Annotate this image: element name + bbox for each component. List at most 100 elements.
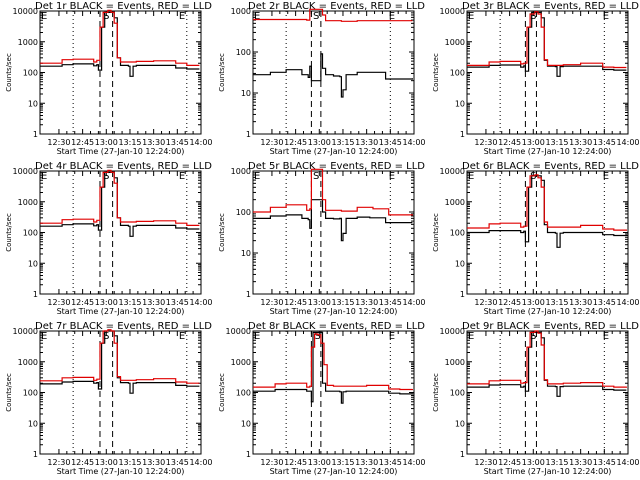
time-marker-E: E [468,331,474,342]
x-tick-label: 13:30 [569,458,592,467]
y-axis-label: Counts/sec [432,213,440,252]
x-axis-label: Start Time (27-Jan-10 12:24:00) [57,147,185,156]
x-tick-label: 14:00 [616,138,639,147]
chart-panel-1: Det 1r BLACK = Events, RED = LLD 1 10 100 10… [5,1,213,156]
y-tick-label: 10 [241,249,251,258]
y-tick-label: 10 [241,419,251,428]
chart-panel-3: Det 3r BLACK = Events, RED = LLD 1 10 100 10… [432,1,640,156]
x-axis-label: Start Time (27-Jan-10 12:24:00) [484,147,612,156]
y-tick-label: 1 [460,130,465,139]
time-marker-E: E [254,331,260,342]
y-axis-label: Counts/sec [5,53,13,92]
x-tick-label: 13:30 [569,138,592,147]
y-tick-label: 100 [236,389,251,398]
y-tick-label: 10 [455,99,465,108]
y-tick-label: 10 [28,99,38,108]
series-events-line [40,330,200,394]
x-axis-label: Start Time (27-Jan-10 12:24:00) [57,467,185,476]
time-marker-S: S [530,171,536,182]
chart-panel-2: Det 2r BLACK = Events, RED = LLD 1 10 100 10… [218,1,426,156]
x-tick-label: 14:00 [189,298,212,307]
x-tick-label: 13:30 [569,298,592,307]
x-tick-label: 13:15 [118,138,141,147]
series-events-line [253,331,413,404]
x-axis-label: Start Time (27-Jan-10 12:24:00) [484,467,612,476]
x-tick-label: 13:45 [593,138,616,147]
x-tick-label: 12:45 [498,298,521,307]
y-tick-label: 10000 [226,327,251,336]
y-tick-label: 1000 [445,198,465,207]
x-tick-label: 12:30 [260,298,283,307]
y-tick-label: 100 [450,229,465,238]
series-events-line [253,53,413,98]
y-axis-label: Counts/sec [218,213,226,252]
time-marker-E: E [41,11,47,22]
x-tick-label: 13:00 [308,298,331,307]
chart-title: Det 2r BLACK = Events, RED = LLD [248,1,425,12]
chart-panel-8: Det 8r BLACK = Events, RED = LLD 1 10 100 10… [218,321,426,476]
y-tick-label: 1 [33,290,38,299]
series-lld-line [467,174,627,231]
chart-title: Det 1r BLACK = Events, RED = LLD [35,1,212,12]
x-tick-label: 13:15 [331,458,354,467]
time-marker-S: S [530,11,536,22]
chart-title: Det 7r BLACK = Events, RED = LLD [35,321,212,332]
time-marker-E: E [41,171,47,182]
x-tick-label: 13:15 [118,298,141,307]
plot-frame [252,10,415,135]
x-tick-label: 13:00 [522,138,545,147]
y-axis-label: Counts/sec [432,53,440,92]
x-tick-label: 13:45 [379,298,402,307]
x-tick-label: 12:30 [47,138,70,147]
time-marker-S: S [103,171,109,182]
time-marker-E: E [389,331,395,342]
x-tick-label: 13:00 [95,298,118,307]
x-tick-label: 13:30 [355,298,378,307]
chart-title: Det 5r BLACK = Events, RED = LLD [248,161,425,172]
y-tick-label: 1000 [18,38,38,47]
plot-frame [39,170,202,295]
x-tick-label: 13:30 [142,138,165,147]
x-tick-label: 13:15 [331,138,354,147]
time-marker-E: E [41,331,47,342]
y-tick-label: 10 [455,259,465,268]
x-tick-label: 13:00 [308,138,331,147]
x-tick-label: 13:30 [142,298,165,307]
chart-panel-9: Det 9r BLACK = Events, RED = LLD 1 10 100 10… [432,321,640,476]
x-tick-label: 14:00 [402,458,425,467]
plot-frame [252,170,415,295]
y-tick-label: 1000 [445,38,465,47]
x-tick-label: 12:30 [47,298,70,307]
chart-title: Det 6r BLACK = Events, RED = LLD [462,161,639,172]
y-tick-label: 1 [460,450,465,459]
y-axis-label: Counts/sec [5,373,13,412]
x-tick-label: 13:15 [545,138,568,147]
series-lld-line [467,11,627,69]
time-marker-E: E [254,171,260,182]
x-tick-label: 12:45 [284,458,307,467]
time-marker-S: S [315,331,321,342]
series-lld-line [467,330,627,388]
series-lld-line [253,333,413,391]
y-tick-label: 10 [28,259,38,268]
chart-panel-4: Det 4r BLACK = Events, RED = LLD 1 10 100 10… [5,161,213,316]
x-tick-label: 13:00 [308,458,331,467]
x-tick-label: 12:45 [498,138,521,147]
x-axis-label: Start Time (27-Jan-10 12:24:00) [484,307,612,316]
y-tick-label: 100 [236,48,251,57]
y-axis-label: Counts/sec [218,53,226,92]
x-tick-label: 13:45 [379,458,402,467]
series-events-line [40,11,200,77]
series-lld-line [40,9,200,66]
x-tick-label: 14:00 [189,138,212,147]
series-events-line [467,331,627,397]
chart-panel-6: Det 6r BLACK = Events, RED = LLD 1 10 100 10… [432,161,640,316]
x-tick-label: 13:15 [118,458,141,467]
time-marker-E: E [179,11,185,22]
x-tick-label: 13:15 [545,298,568,307]
series-lld-line [253,8,413,22]
time-marker-E: E [468,171,474,182]
y-tick-label: 10000 [13,327,38,336]
x-tick-label: 12:30 [474,458,497,467]
x-tick-label: 12:30 [474,138,497,147]
